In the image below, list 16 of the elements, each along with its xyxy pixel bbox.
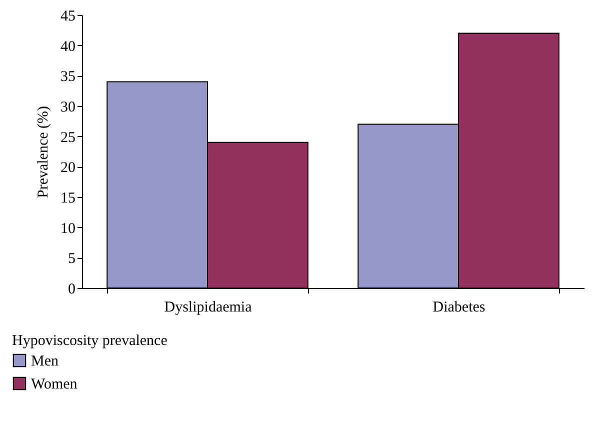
x-tick-label: Diabetes [432, 300, 486, 316]
x-tick-label: Dyslipidaemia [164, 300, 252, 316]
legend-label: Men [31, 354, 59, 370]
y-tick-label: 15 [60, 190, 76, 206]
y-tick-label: 30 [60, 100, 76, 116]
y-tick-label: 25 [60, 130, 76, 146]
y-tick-label: 10 [60, 220, 76, 237]
y-tick-label: 5 [68, 251, 76, 268]
y-tick-label: 20 [60, 160, 76, 176]
y-tick-label: 0 [68, 282, 76, 298]
y-tick-label: 45 [60, 8, 76, 24]
legend-label: Women [31, 376, 78, 392]
y-tick-label: 35 [60, 69, 76, 86]
legend-title: Hypoviscosity prevalence [12, 333, 168, 349]
y-axis-title: Prevalence (%) [36, 106, 52, 198]
y-tick-label: 40 [60, 38, 76, 55]
